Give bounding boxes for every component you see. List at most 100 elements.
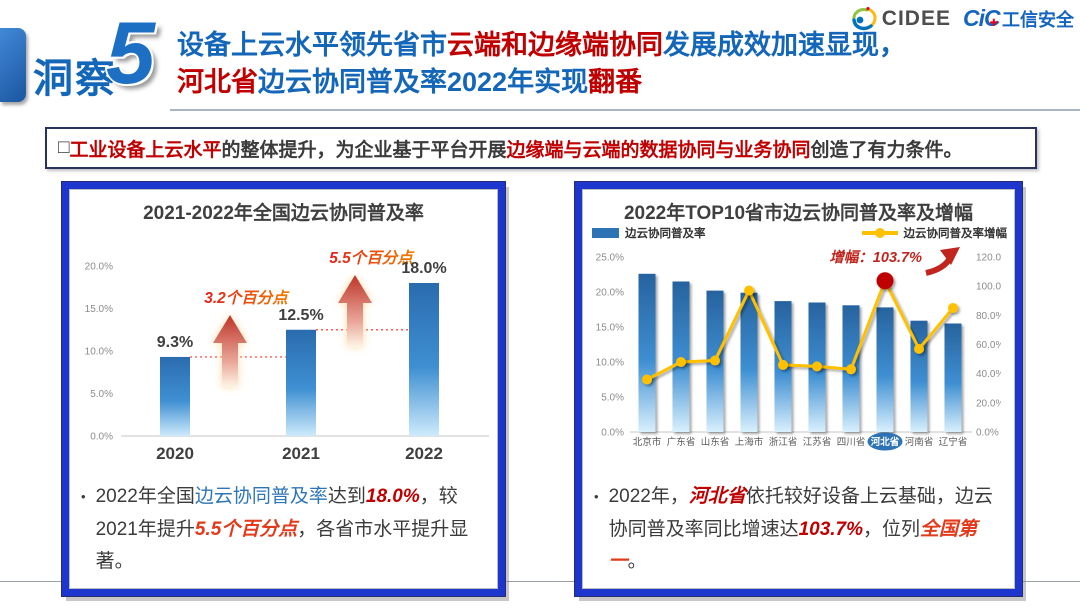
cidee-swirl-icon (852, 6, 877, 30)
x-tick-label: 2020 (156, 444, 194, 463)
left-bullet-text: 2022年全国边云协同普及率达到18.0%，较2021年提升5.5个百分点，各省… (96, 481, 490, 579)
text-segment: 河北省 (177, 67, 258, 97)
left-y-tick-label: 10.0% (596, 358, 624, 369)
increase-annotation: 5.5个百分点 (329, 249, 415, 267)
text-segment: 边缘端与云端的数据协同与业务协同 (506, 139, 811, 161)
right-y-tick-label: 0.0% (976, 428, 999, 439)
page-title-line1: 设备上云水平领先省市云端和边缘端协同发展成效加速显现， (177, 27, 906, 64)
legend-bar-item: 边云协同普及率 (592, 225, 706, 241)
text-segment: 河北省 (688, 486, 746, 507)
left-chart-title: 2021-2022年全国边云协同普及率 (143, 203, 424, 224)
data-point (642, 374, 652, 385)
text-segment: 2022年全国 (95, 486, 195, 507)
x-tick-label: 2022 (405, 444, 443, 463)
text-segment: 5.5个百分点 (194, 518, 298, 540)
insight-tag-shape (0, 28, 26, 102)
data-point (778, 359, 788, 370)
x-tick-label: 河南省 (905, 436, 934, 448)
legend-line-item: 边云协同普及率增幅 (861, 225, 1008, 241)
x-tick-label: 江苏省 (803, 436, 832, 448)
legend-bar-label: 边云协同普及率 (625, 228, 706, 240)
key-message-banner: □ 工业设备上云水平 的整体提升，为企业基于平台开展 边缘端与云端的数据协同与业务协同… (45, 127, 1037, 169)
page-title-line2: 河北省边云协同普及率2022年实现翻番 (177, 64, 906, 101)
data-point (914, 343, 924, 354)
top10-combo-chart: 0.0% 5.0% 10.0% 15.0% 20.0% 25.0% 0.0% 20.0% 40.… (596, 247, 1001, 451)
cic-plus-icon: ✚ (989, 18, 998, 29)
y-tick-label: 5.0% (90, 389, 113, 400)
text-segment: 2022年， (608, 486, 689, 507)
header-underline (170, 109, 1080, 111)
bullet-dot: • (81, 489, 86, 504)
text-segment: □ (58, 137, 70, 158)
y-tick-label: 15.0% (85, 304, 113, 315)
bar-北京市 (638, 273, 656, 432)
right-y-tick-label: 100.0% (976, 282, 1001, 293)
text-segment: 设备上云水平领先省市 (177, 30, 447, 60)
right-bullet-text: 2022年，河北省依托较好设备上云基础，边云协同普及率同比增速达103.7%，位… (609, 481, 1007, 579)
logos: CIDEE CiC ✚ 工信安全 (850, 5, 1074, 32)
bar-广东省 (672, 281, 690, 432)
bar-2021 (286, 329, 316, 436)
text-segment: 的整体提升，为企业基于平台开展 (221, 139, 507, 161)
x-tick-label: 广东省 (667, 436, 696, 448)
cic-logo-text: CiC (962, 5, 1001, 31)
x-tick-label: 四川省 (837, 436, 866, 448)
value-label: 12.5% (278, 307, 323, 324)
text-segment: ，较2021年提升 (95, 486, 458, 540)
left-y-tick-label: 20.0% (596, 288, 624, 299)
value-label: 18.0% (401, 260, 446, 277)
text-segment: 依托较好设备上云基础，边云协同普及率同比增速达 (608, 486, 993, 540)
right-y-tick-label: 60.0% (976, 340, 1001, 351)
cic-logo-suffix: 工信安全 (1002, 10, 1074, 30)
x-tick-label: 浙江省 (769, 436, 798, 448)
chart-legend: 边云协同普及率 边云协同普及率增幅 (592, 225, 1007, 241)
right-y-tick-label: 20.0% (976, 398, 1001, 409)
data-point (948, 303, 958, 314)
text-segment: 创造了有力条件。 (810, 139, 963, 161)
left-bullet: • 2022年全国边云协同普及率达到18.0%，较2021年提升5.5个百分点，… (81, 481, 490, 579)
right-bullet: • 2022年，河北省依托较好设备上云基础，边云协同普及率同比增速达103.7%… (594, 481, 1007, 579)
y-tick-label: 20.0% (85, 262, 113, 273)
red-arrow-icon (925, 256, 953, 276)
bar-2020 (160, 356, 190, 436)
right-chart-title: 2022年TOP10省市边云协同普及率及增幅 (623, 203, 974, 224)
x-tick-label: 山东省 (701, 436, 730, 448)
left-y-tick-label: 15.0% (596, 323, 624, 334)
national-bar-chart: 0.0% 5.0% 10.0% 15.0% 20.0% 3.2个百分点 5.5个百分点 9.3… (85, 249, 489, 463)
right-y-tick-label: 120.0% (976, 253, 1001, 264)
y-tick-label: 10.0% (85, 347, 113, 358)
text-segment: 边云协同普及率2022年实现 (258, 67, 589, 97)
text-segment: 翻番 (588, 67, 643, 97)
text-segment: 发展成效加速显现， (663, 30, 906, 60)
red-arrow-head (940, 247, 960, 265)
bar-2022 (409, 283, 439, 436)
text-segment: 全国第一 (608, 518, 978, 573)
x-tick-label: 河北省 (871, 436, 900, 448)
x-tick-label: 上海市 (735, 436, 764, 448)
up-arrow-icon (338, 275, 372, 347)
insight-label: 洞察 (33, 57, 117, 101)
text-segment: 达到 (327, 486, 366, 507)
highlight-ellipse (867, 432, 903, 451)
legend-line-label: 边云协同普及率增幅 (903, 228, 1008, 240)
text-segment: 。 (627, 551, 647, 573)
data-point (710, 355, 720, 366)
national-panel: 2021-2022年全国边云协同普及率 0.0% 5.0% 10.0% 15.0% 20… (62, 182, 505, 596)
x-tick-label: 辽宁省 (939, 436, 968, 448)
data-point (846, 364, 856, 375)
left-y-tick-label: 5.0% (601, 393, 624, 404)
bar-辽宁省 (944, 323, 962, 432)
growth-annotation: 增幅：103.7% (829, 249, 922, 266)
cidee-logo-text: CIDEE (881, 6, 951, 30)
highlight-data-point (876, 272, 894, 290)
page-title: 设备上云水平领先省市云端和边缘端协同发展成效加速显现， 河北省边云协同普及率20… (177, 27, 906, 101)
cic-logo: CiC ✚ 工信安全 (963, 5, 1074, 32)
x-tick-label: 北京市 (633, 436, 662, 448)
bullet-dot: • (594, 489, 599, 504)
data-point (812, 361, 822, 372)
left-y-tick-label: 25.0% (596, 253, 624, 264)
text-segment: 工业设备上云水平 (69, 139, 222, 161)
text-segment: 18.0% (365, 486, 420, 507)
right-y-tick-label: 40.0% (976, 369, 1001, 380)
